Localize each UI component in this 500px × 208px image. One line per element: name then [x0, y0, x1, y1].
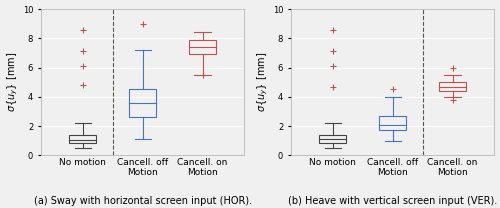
Bar	[320, 135, 346, 143]
Bar	[70, 135, 96, 143]
Text: (b) Heave with vertical screen input (VER).: (b) Heave with vertical screen input (VE…	[288, 196, 498, 206]
Y-axis label: $\sigma\{u_y\}$ [mm]: $\sigma\{u_y\}$ [mm]	[6, 52, 20, 112]
Bar	[439, 82, 466, 91]
Y-axis label: $\sigma\{u_y\}$ [mm]: $\sigma\{u_y\}$ [mm]	[256, 52, 270, 112]
Bar	[129, 89, 156, 117]
Text: (a) Sway with horizontal screen input (HOR).: (a) Sway with horizontal screen input (H…	[34, 196, 252, 206]
Bar	[379, 116, 406, 130]
Bar	[189, 40, 216, 54]
